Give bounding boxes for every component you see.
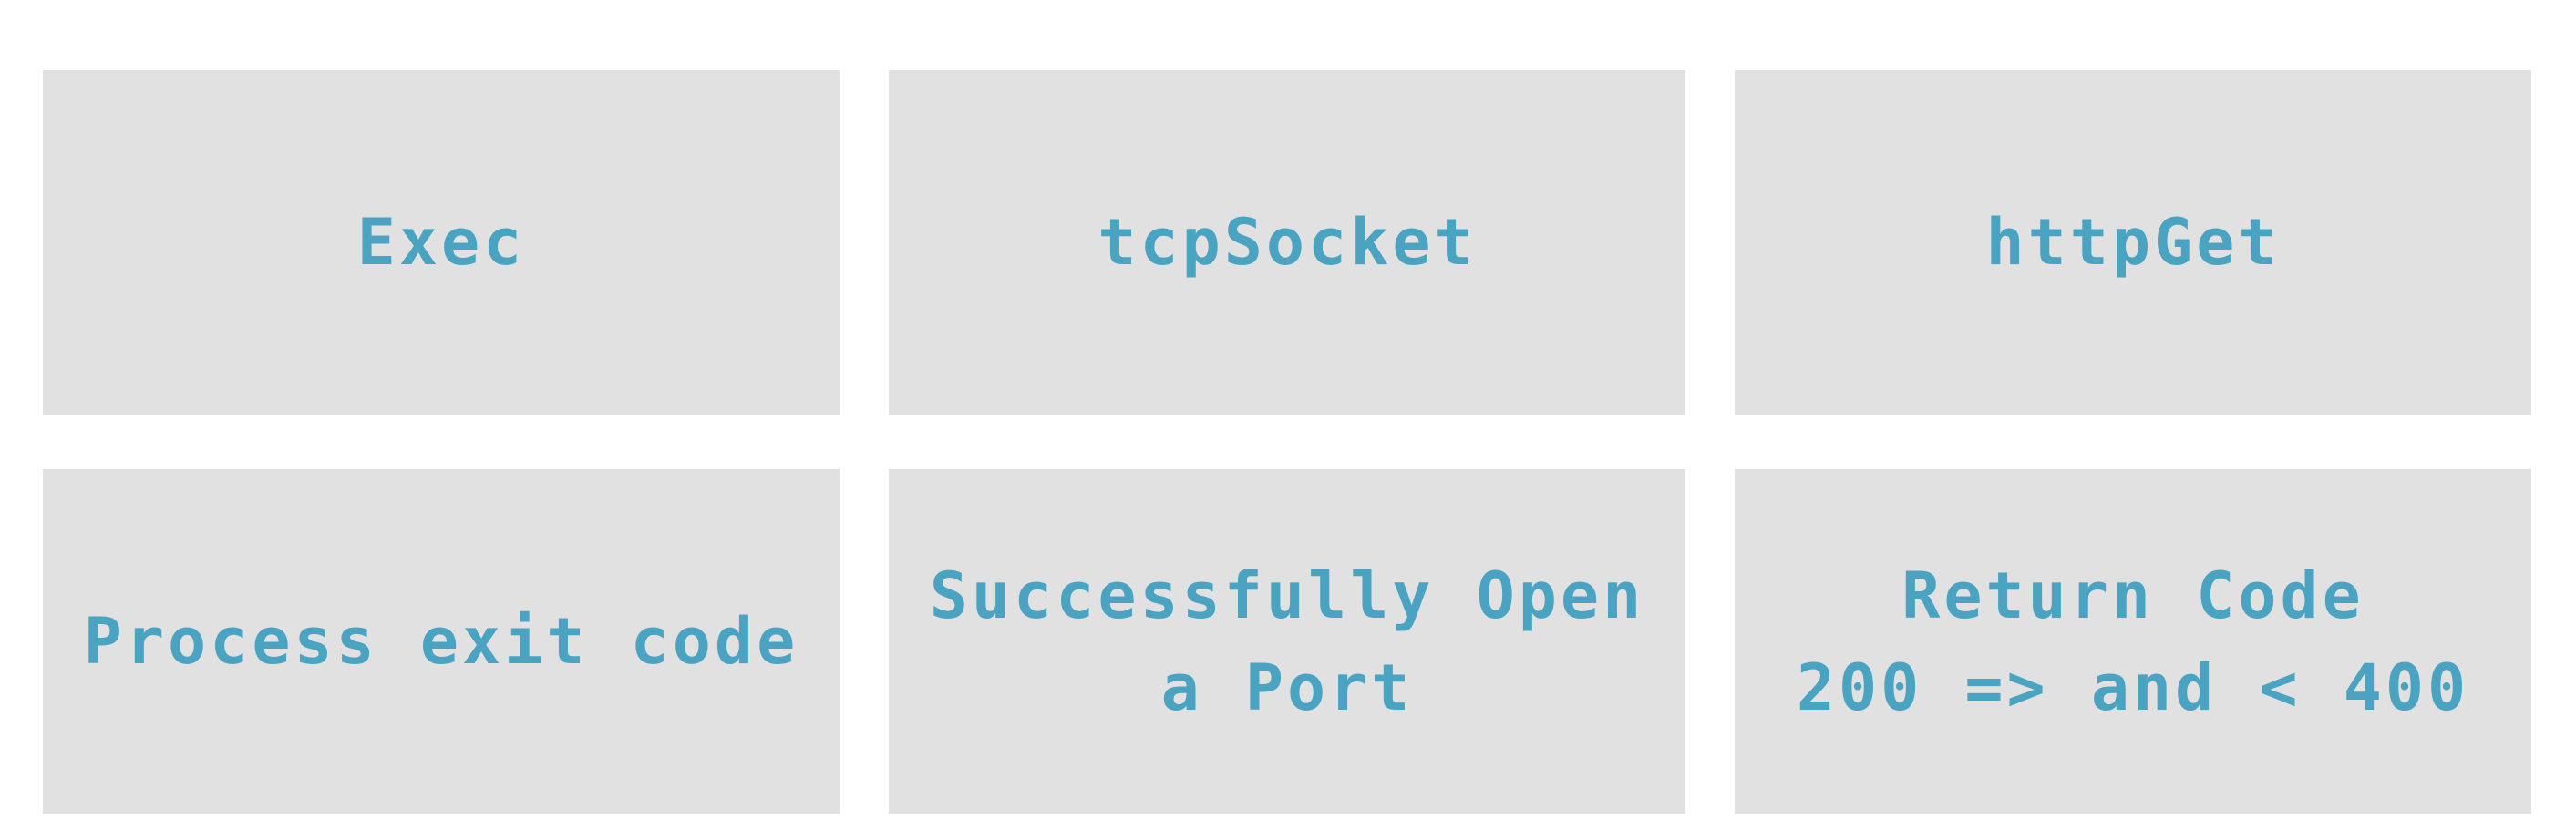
httpget-criteria-line-1: Return Code — [1901, 558, 2365, 633]
exec-probe-tile: Exec — [43, 70, 840, 415]
httpget-criteria-line-2: 200 => and < 400 — [1796, 650, 2470, 725]
tcpsocket-criteria-line-1: Successfully Open — [929, 558, 1645, 633]
tcpsocket-probe-name: tcpSocket — [1097, 205, 1477, 280]
exec-probe-name: Exec — [356, 205, 526, 280]
tcpsocket-criteria-tile: Successfully Open a Port — [889, 469, 1685, 814]
tcpsocket-probe-tile: tcpSocket — [889, 70, 1685, 415]
tcpsocket-criteria-line-2: a Port — [1160, 650, 1414, 725]
httpget-probe-name: httpGet — [1985, 205, 2281, 280]
exec-criteria-line-1: Process exit code — [83, 604, 799, 679]
httpget-probe-tile: httpGet — [1735, 70, 2531, 415]
httpget-criteria-tile: Return Code 200 => and < 400 — [1735, 469, 2531, 814]
exec-criteria-tile: Process exit code — [43, 469, 840, 814]
